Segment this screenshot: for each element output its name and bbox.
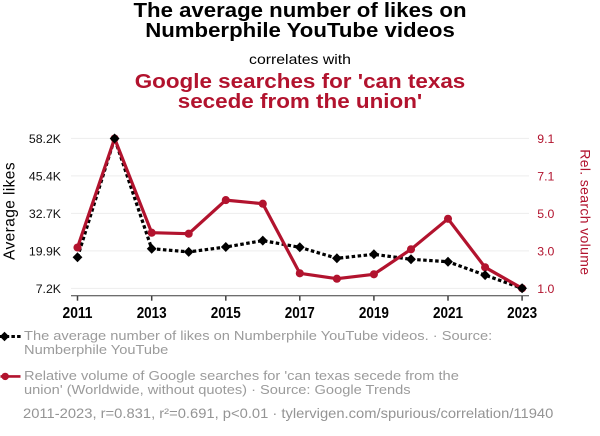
svg-text:7.1: 7.1 xyxy=(537,169,554,183)
svg-text:2019: 2019 xyxy=(359,305,389,322)
svg-text:2017: 2017 xyxy=(285,305,315,322)
svg-text:7.2K: 7.2K xyxy=(36,282,62,296)
svg-text:2021: 2021 xyxy=(433,305,463,322)
svg-text:9.1: 9.1 xyxy=(537,132,554,146)
svg-text:2013: 2013 xyxy=(137,305,167,322)
svg-text:1.0: 1.0 xyxy=(537,282,554,296)
svg-text:32.7K: 32.7K xyxy=(29,207,62,221)
svg-text:58.2K: 58.2K xyxy=(29,132,62,146)
svg-text:19.9K: 19.9K xyxy=(29,244,62,258)
svg-text:Rel. search volume: Rel. search volume xyxy=(577,149,593,275)
svg-text:2023: 2023 xyxy=(507,305,537,322)
svg-text:2011: 2011 xyxy=(63,305,93,322)
svg-text:Average likes: Average likes xyxy=(2,162,19,260)
svg-text:2015: 2015 xyxy=(211,305,241,322)
svg-text:3.0: 3.0 xyxy=(537,244,554,258)
svg-text:5.0: 5.0 xyxy=(537,207,554,221)
svg-text:45.4K: 45.4K xyxy=(29,169,62,183)
